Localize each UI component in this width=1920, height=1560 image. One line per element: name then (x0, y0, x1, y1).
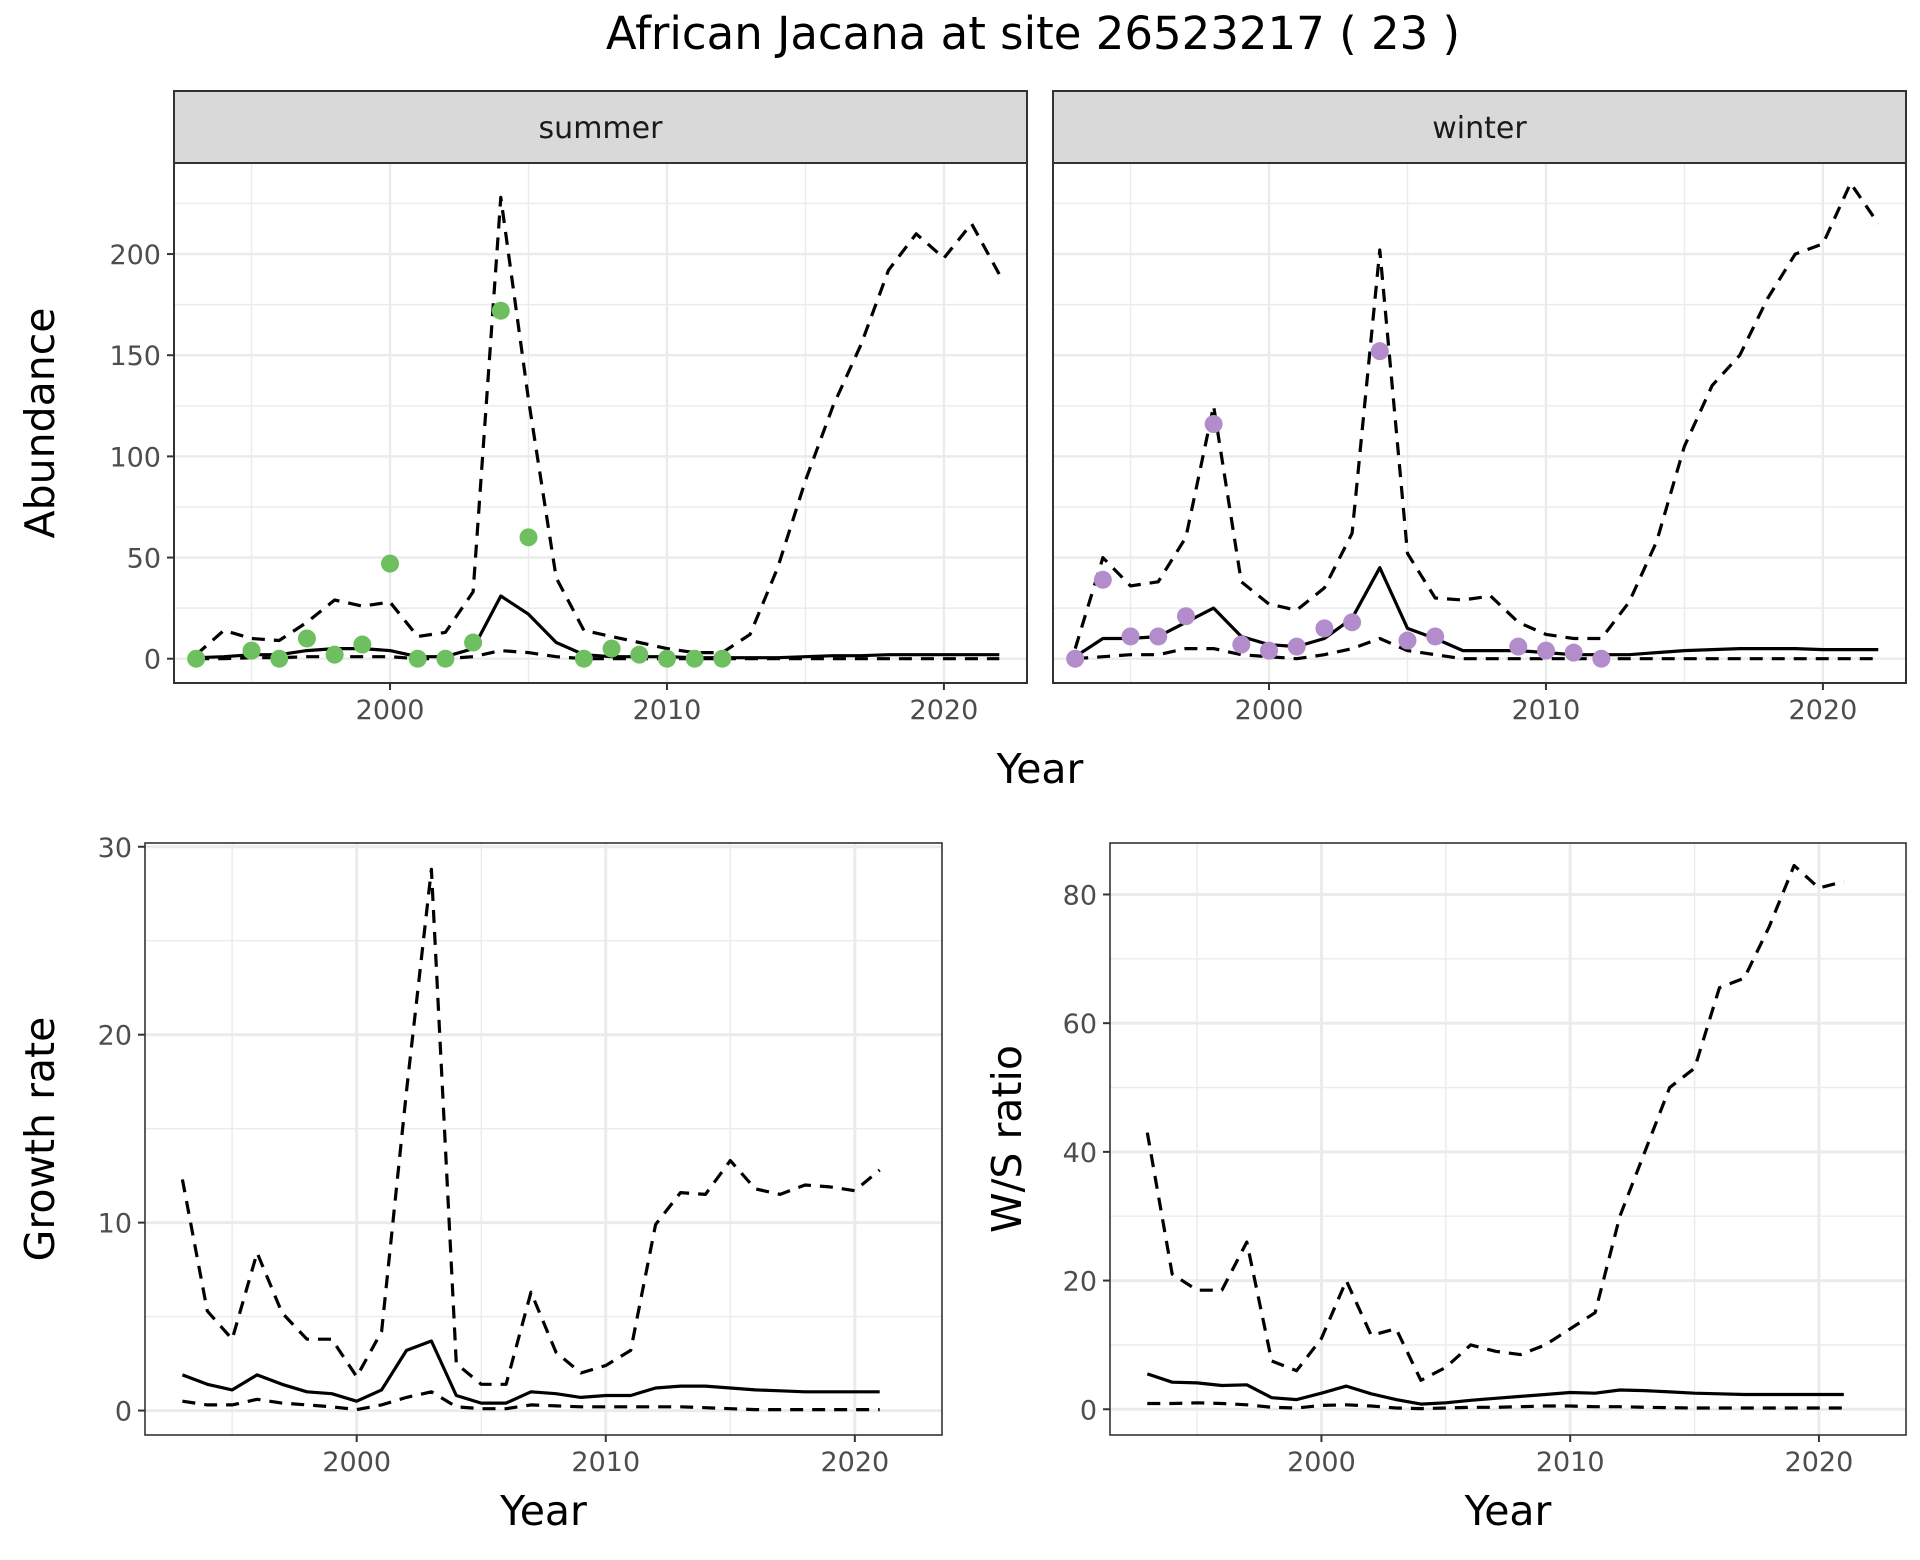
abundance-winter-data-point (1398, 631, 1417, 650)
abundance-summer-panel: summer 2000 2010 2020 0 50 100 150 200 (109, 90, 1028, 726)
abundance-winter-data-point (1509, 637, 1528, 656)
growth-rate-y-tick-label: 10 (98, 1209, 132, 1240)
abundance-winter-estimate-line (1074, 566, 1879, 659)
abundance-winter-plot-background (1053, 163, 1906, 683)
abundance-winter-lower-bound-line (1075, 636, 1879, 661)
growth-rate-upper-bound-line (180, 867, 881, 1386)
ws-ratio-y-tick-label: 80 (1063, 880, 1097, 911)
abundance-summer-data-point (657, 649, 676, 668)
ws-ratio-x-axis-title: Year (1464, 1487, 1552, 1535)
abundance-summer-upper-bound-line (195, 195, 1001, 656)
abundance-y-axis-title: Abundance (16, 308, 64, 539)
abundance-winter-data-point (1149, 627, 1168, 646)
abundance-summer-x-tick-label: 2010 (633, 695, 702, 726)
abundance-summer-data-point (187, 649, 206, 668)
abundance-winter-data-point (1343, 613, 1362, 632)
growth-rate-panel: 2000 2010 2020 0 10 20 30 Year Growth rate (16, 833, 943, 1535)
chart-title: African Jacana at site 26523217 ( 23 ) (606, 7, 1460, 60)
abundance-summer-data-point (630, 645, 649, 664)
abundance-winter-data-point (1121, 627, 1140, 646)
growth-rate-panel-border (144, 842, 943, 1436)
growth-rate-y-tick-label: 20 (98, 1021, 132, 1052)
abundance-summer-data-point (381, 554, 400, 573)
abundance-summer-data-point (491, 301, 510, 320)
ws-ratio-plot-background (1110, 843, 1906, 1435)
abundance-winter-data-point (1564, 643, 1583, 662)
abundance-winter-data-point (1426, 627, 1445, 646)
abundance-summer-strip (173, 90, 1028, 164)
growth-rate-estimate-line (181, 1339, 880, 1405)
growth-rate-x-tick-label: 2000 (322, 1447, 391, 1478)
abundance-winter-x-tick-label: 2010 (1512, 695, 1581, 726)
ws-ratio-lower-bound-line (1147, 1401, 1844, 1411)
ws-ratio-upper-bound-line (1145, 863, 1845, 1382)
abundance-winter-strip-label: winter (1432, 111, 1527, 146)
growth-rate-y-tick-label: 0 (115, 1397, 132, 1428)
abundance-x-axis-title: Year (996, 745, 1084, 793)
abundance-summer-data-point (408, 649, 427, 668)
abundance-winter-data-point (1536, 641, 1555, 660)
abundance-winter-data-point (1093, 570, 1112, 589)
abundance-summer-y-tick-label: 0 (144, 645, 161, 676)
abundance-winter-upper-bound-line (1073, 181, 1880, 650)
abundance-summer-data-point (574, 649, 593, 668)
ws-ratio-y-axis-title: W/S ratio (983, 1045, 1031, 1233)
abundance-summer-data-point (436, 649, 455, 668)
ws-ratio-panel-border (1109, 842, 1907, 1436)
abundance-summer-strip-label: summer (539, 111, 664, 146)
abundance-summer-data-point (297, 629, 316, 648)
abundance-summer-data-point (519, 528, 538, 547)
abundance-winter-strip (1052, 90, 1907, 164)
ws-ratio-x-tick-label: 2020 (1785, 1447, 1854, 1478)
abundance-winter-data-point (1370, 342, 1389, 361)
growth-rate-y-tick-label: 30 (98, 833, 132, 864)
ws-ratio-panel: 2000 2010 2020 0 20 40 60 80 Year W/S ratio (983, 842, 1907, 1535)
ws-ratio-y-tick-label: 60 (1063, 1009, 1097, 1040)
growth-rate-y-axis-title: Growth rate (16, 1017, 64, 1262)
abundance-winter-x-tick-label: 2000 (1235, 695, 1304, 726)
abundance-winter-panel: winter 2000 2010 2020 (1052, 90, 1907, 726)
abundance-summer-y-tick-label: 150 (109, 341, 161, 372)
abundance-summer-y-tick-label: 200 (109, 240, 161, 271)
abundance-winter-data-point (1066, 649, 1085, 668)
abundance-winter-data-point (1315, 619, 1334, 638)
abundance-summer-data-point (464, 633, 483, 652)
abundance-summer-plot-background (174, 163, 1027, 683)
abundance-summer-x-tick-label: 2000 (356, 695, 425, 726)
abundance-winter-data-point (1592, 649, 1611, 668)
growth-rate-lower-bound-line (182, 1390, 880, 1412)
abundance-winter-x-tick-label: 2020 (1789, 695, 1858, 726)
ws-ratio-y-tick-label: 40 (1063, 1138, 1097, 1169)
abundance-summer-x-tick-label: 2020 (910, 695, 979, 726)
abundance-winter-data-point (1287, 637, 1306, 656)
abundance-winter-data-point (1232, 635, 1251, 654)
abundance-winter-data-point (1176, 607, 1195, 626)
abundance-summer-data-point (325, 645, 344, 664)
abundance-summer-data-point (353, 635, 372, 654)
abundance-summer-data-point (270, 649, 289, 668)
growth-rate-plot-background (145, 843, 942, 1435)
growth-rate-x-tick-label: 2020 (820, 1447, 889, 1478)
abundance-summer-data-point (602, 639, 621, 658)
growth-rate-x-axis-title: Year (499, 1487, 587, 1535)
growth-rate-x-tick-label: 2010 (571, 1447, 640, 1478)
ws-ratio-x-tick-label: 2000 (1287, 1447, 1356, 1478)
abundance-summer-y-tick-label: 50 (127, 544, 161, 575)
ws-ratio-estimate-line (1146, 1372, 1844, 1406)
abundance-summer-y-tick-label: 100 (109, 442, 161, 473)
abundance-summer-data-point (242, 641, 261, 660)
ws-ratio-x-tick-label: 2010 (1536, 1447, 1605, 1478)
ws-ratio-y-tick-label: 0 (1080, 1395, 1097, 1426)
abundance-summer-data-point (713, 649, 732, 668)
abundance-summer-data-point (685, 649, 704, 668)
ws-ratio-y-tick-label: 20 (1063, 1267, 1097, 1298)
abundance-winter-data-point (1260, 641, 1279, 660)
abundance-winter-data-point (1204, 415, 1223, 434)
